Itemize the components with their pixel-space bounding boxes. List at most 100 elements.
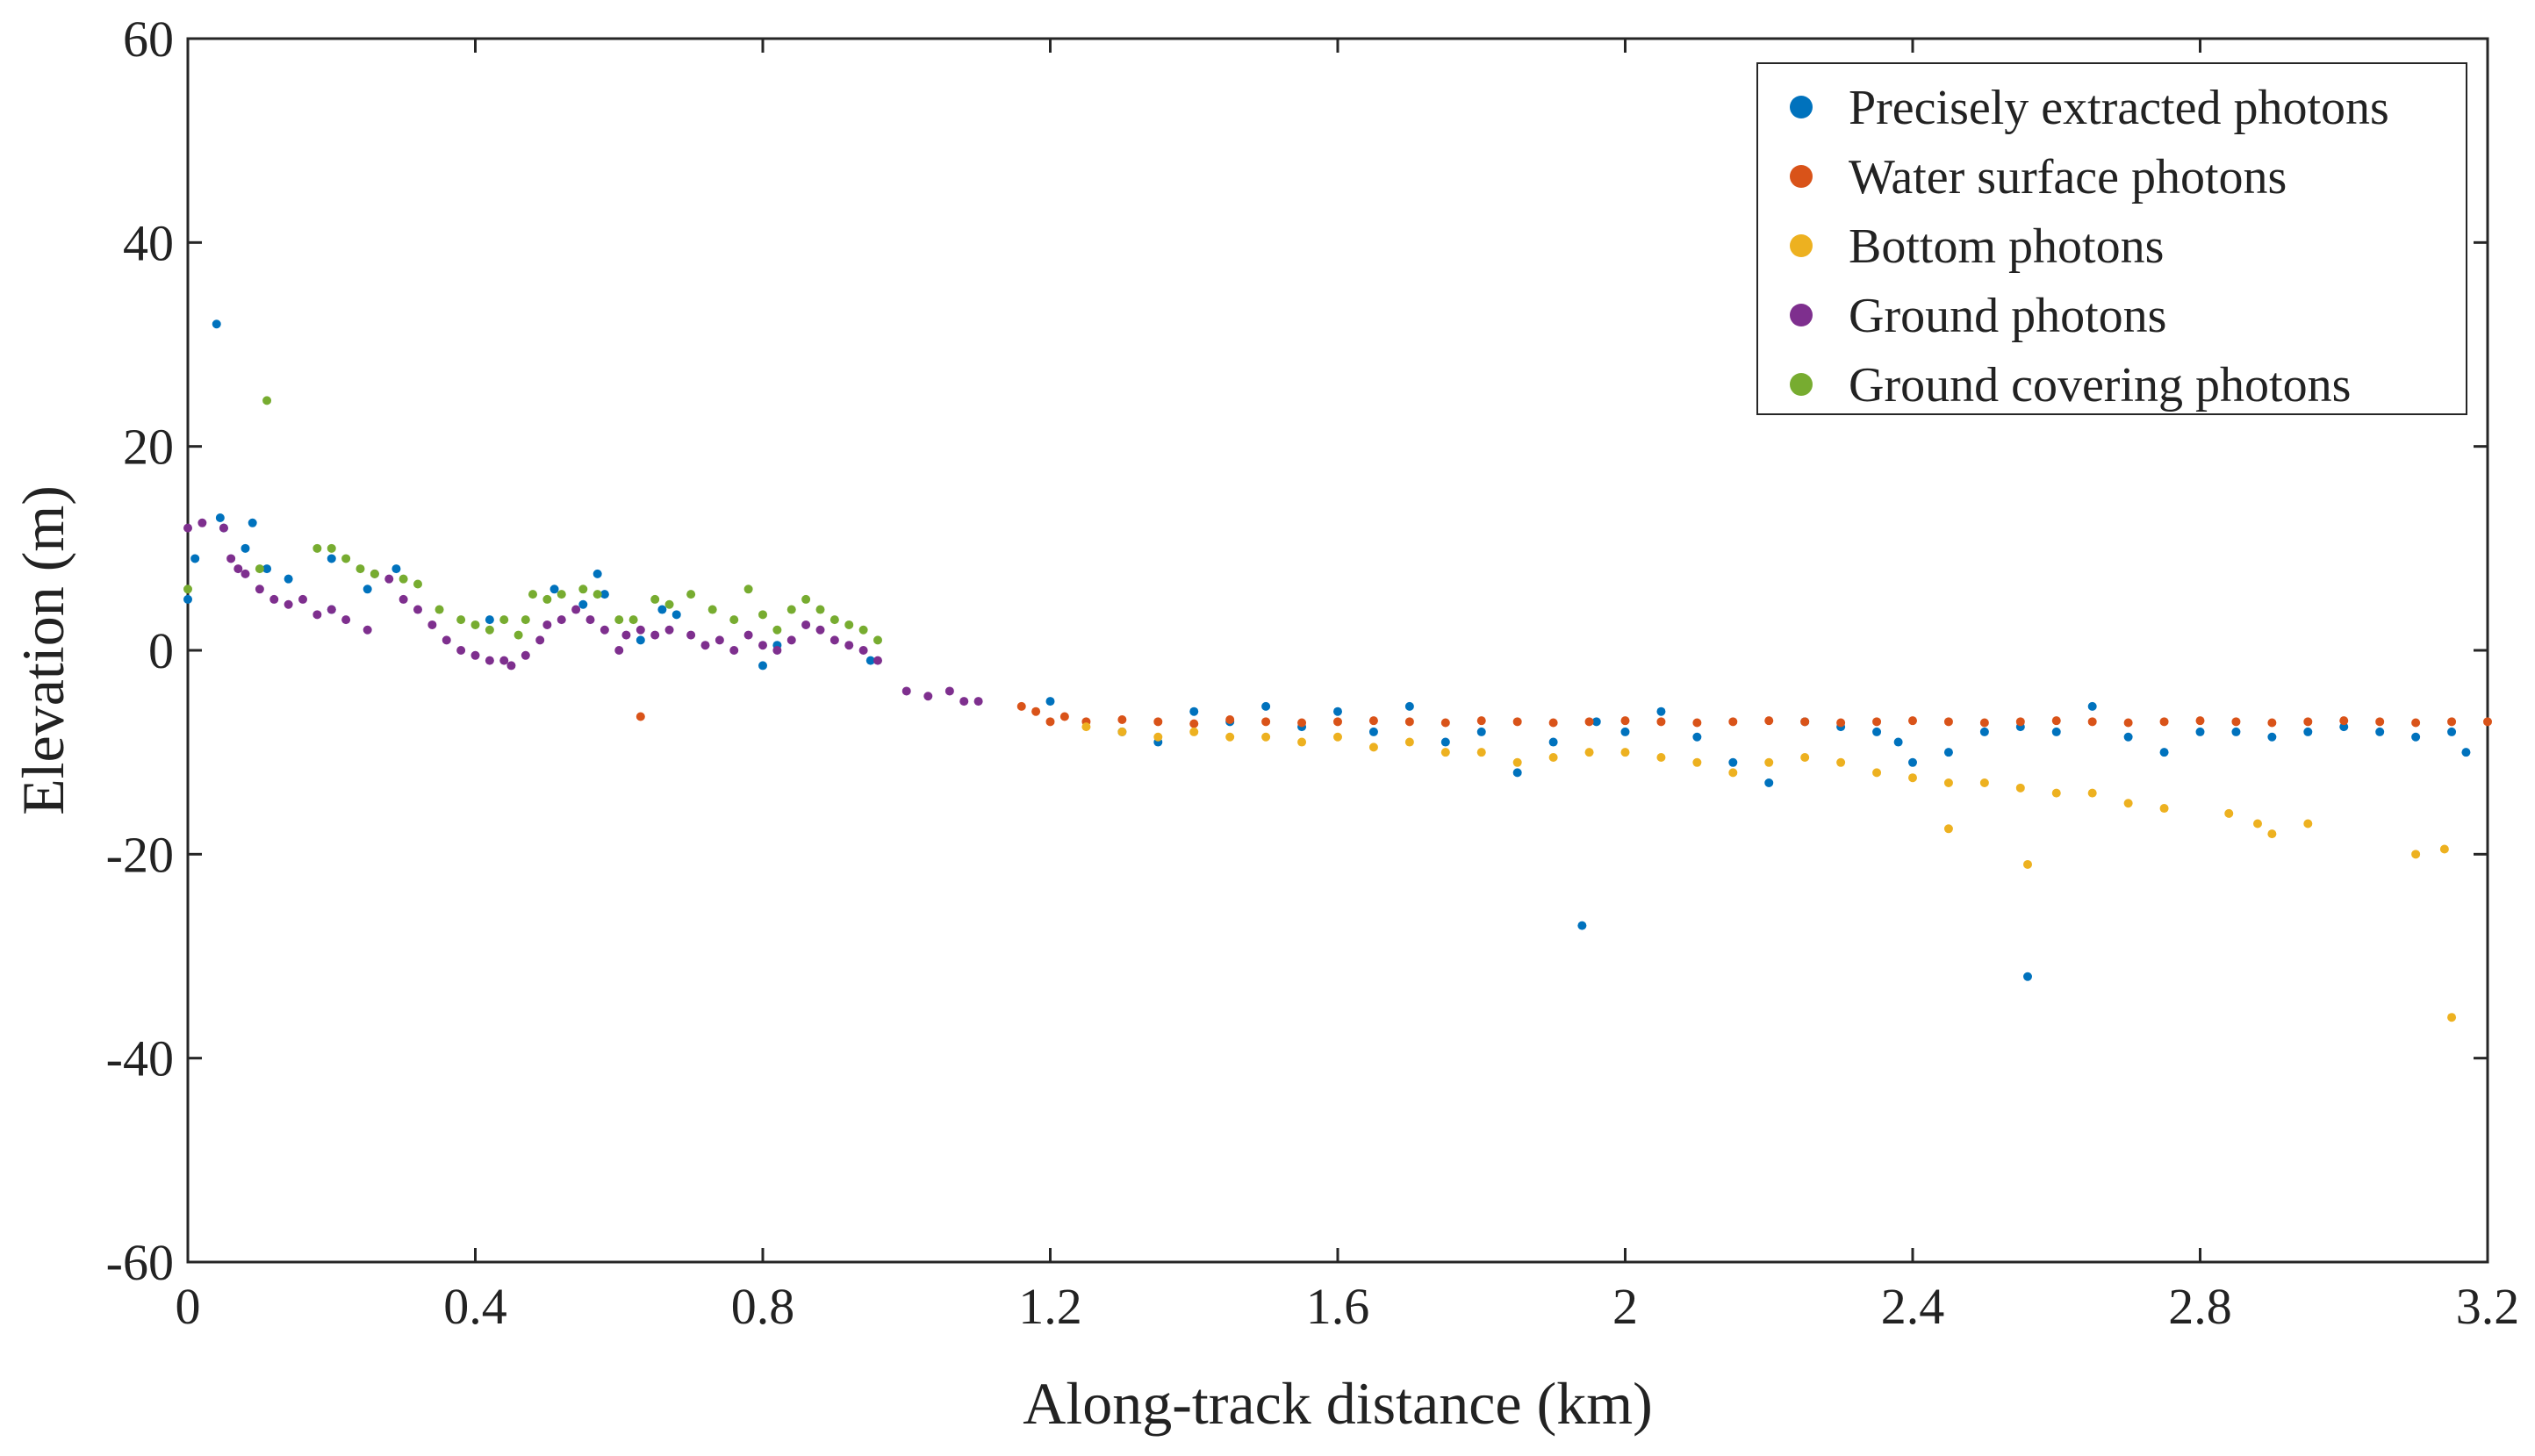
data-point <box>973 697 983 706</box>
data-point <box>241 543 250 553</box>
data-point <box>1764 778 1774 788</box>
data-point <box>2447 717 2457 727</box>
data-point <box>521 650 530 660</box>
x-tick-label: 2.4 <box>1881 1278 1945 1335</box>
data-point <box>183 523 192 533</box>
data-point <box>434 605 444 614</box>
data-point <box>528 590 537 599</box>
data-point <box>1979 727 1989 736</box>
data-point <box>873 635 882 645</box>
data-point <box>1440 737 1450 747</box>
legend: Precisely extracted photons Water surface… <box>1756 62 2467 415</box>
data-point <box>614 646 624 655</box>
data-point <box>2087 788 2097 798</box>
data-point <box>1261 701 1271 711</box>
x-tick-label: 3.2 <box>2456 1278 2520 1335</box>
series-2 <box>1081 722 2457 1022</box>
data-point <box>327 543 336 553</box>
data-point <box>557 615 566 625</box>
data-point <box>636 625 645 635</box>
data-point <box>2231 727 2241 736</box>
data-point <box>1368 727 1378 736</box>
data-point <box>1153 732 1163 742</box>
data-point <box>2447 727 2457 736</box>
series-3 <box>183 518 983 706</box>
data-point <box>1404 717 1414 727</box>
data-point <box>1728 768 1738 778</box>
data-point <box>815 605 825 614</box>
data-point <box>413 579 422 589</box>
data-point <box>786 605 796 614</box>
data-point <box>542 594 552 604</box>
data-point <box>1800 717 1810 727</box>
data-point <box>729 646 739 655</box>
data-point <box>1692 757 1702 767</box>
data-point <box>2231 717 2241 727</box>
data-point <box>636 635 645 645</box>
data-point <box>671 610 681 620</box>
legend-box <box>1756 62 2467 415</box>
data-point <box>1800 752 1810 762</box>
legend-marker <box>1790 304 1813 326</box>
data-point <box>1476 748 1486 757</box>
data-point <box>485 625 494 635</box>
data-point <box>248 518 257 527</box>
data-point <box>650 594 660 604</box>
data-point <box>1908 773 1917 783</box>
data-point <box>183 585 192 594</box>
data-point <box>1584 717 1594 727</box>
data-point <box>758 610 767 620</box>
legend-entry: Ground photons <box>1849 289 2166 343</box>
data-point <box>1225 732 1235 742</box>
data-point <box>2015 717 2025 727</box>
data-point <box>1548 737 1558 747</box>
legend-marker <box>1790 165 1813 188</box>
data-point <box>456 646 466 655</box>
data-point <box>1943 778 1953 788</box>
data-point <box>1512 757 1522 767</box>
data-point <box>284 574 293 584</box>
data-point <box>815 625 825 635</box>
y-axis-label: Elevation (m) <box>10 485 76 815</box>
data-point <box>743 630 753 640</box>
legend-entry: Bottom photons <box>1849 219 2164 274</box>
data-point <box>2087 701 2097 711</box>
data-point <box>621 630 631 640</box>
data-point <box>2195 727 2205 736</box>
data-point <box>521 615 530 625</box>
data-point <box>743 585 753 594</box>
data-point <box>959 697 969 706</box>
data-point <box>255 585 264 594</box>
data-point <box>1656 752 1666 762</box>
data-point <box>1368 716 1378 726</box>
data-point <box>2023 859 2032 869</box>
data-point <box>600 625 609 635</box>
data-point <box>1512 768 1522 778</box>
data-point <box>858 646 868 655</box>
data-point <box>535 635 545 645</box>
data-point <box>2023 972 2032 981</box>
data-point <box>578 599 588 609</box>
data-point <box>772 646 782 655</box>
data-point <box>1979 718 1989 728</box>
data-point <box>2015 783 2025 793</box>
data-point <box>262 396 272 405</box>
data-point <box>391 564 401 574</box>
data-point <box>485 615 494 625</box>
data-point <box>2483 717 2492 727</box>
data-point <box>2159 804 2169 814</box>
data-point <box>269 594 279 604</box>
data-point <box>1548 752 1558 762</box>
data-point <box>215 513 225 522</box>
data-point <box>2159 717 2169 727</box>
data-point <box>470 650 480 660</box>
y-tick-label: 0 <box>148 622 174 679</box>
data-point <box>2375 727 2385 736</box>
legend-entry: Water surface photons <box>1849 150 2287 204</box>
data-point <box>1189 727 1199 736</box>
data-point <box>1908 757 1917 767</box>
data-point <box>363 585 372 594</box>
data-point <box>1031 706 1041 716</box>
data-point <box>715 635 724 645</box>
